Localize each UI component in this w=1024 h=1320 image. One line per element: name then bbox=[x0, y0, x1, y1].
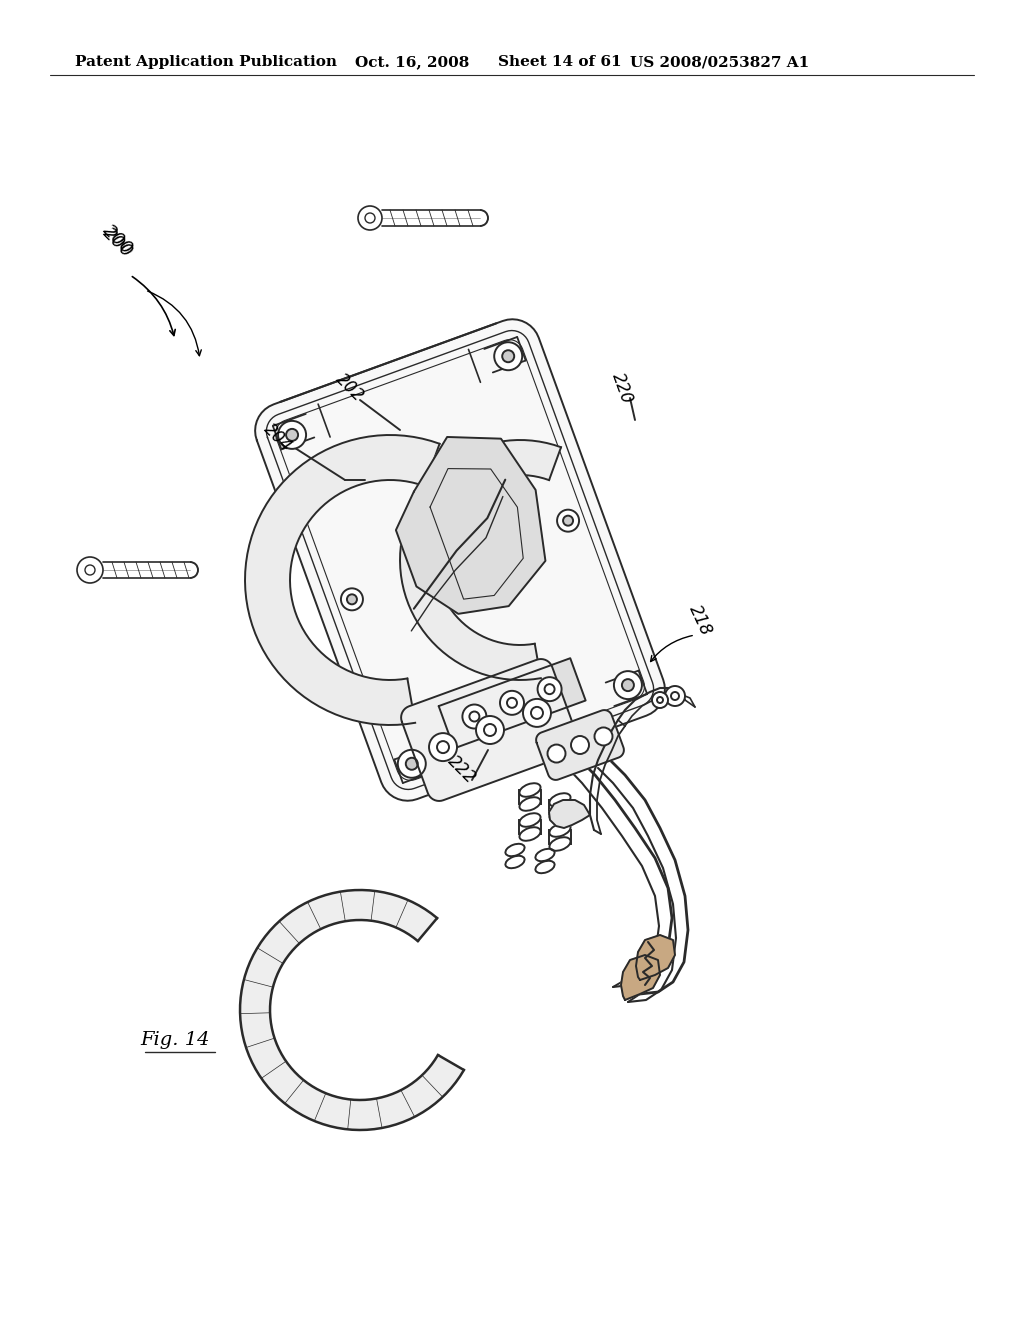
Circle shape bbox=[665, 686, 685, 706]
Polygon shape bbox=[400, 440, 561, 680]
Circle shape bbox=[476, 715, 504, 744]
Circle shape bbox=[557, 510, 579, 532]
Circle shape bbox=[502, 350, 514, 362]
Circle shape bbox=[406, 758, 418, 770]
Text: 222: 222 bbox=[444, 752, 479, 788]
Circle shape bbox=[341, 589, 362, 610]
Text: Oct. 16, 2008: Oct. 16, 2008 bbox=[355, 55, 469, 69]
Text: 200: 200 bbox=[99, 224, 136, 261]
Circle shape bbox=[347, 594, 357, 605]
Text: 202: 202 bbox=[333, 371, 368, 405]
Circle shape bbox=[548, 744, 565, 763]
Polygon shape bbox=[537, 710, 624, 780]
Circle shape bbox=[571, 737, 589, 754]
Text: US 2008/0253827 A1: US 2008/0253827 A1 bbox=[630, 55, 809, 69]
Polygon shape bbox=[240, 890, 464, 1130]
Circle shape bbox=[595, 727, 612, 746]
Polygon shape bbox=[438, 659, 586, 748]
Text: Patent Application Publication: Patent Application Publication bbox=[75, 55, 337, 69]
Polygon shape bbox=[636, 935, 675, 979]
Polygon shape bbox=[245, 436, 439, 725]
Circle shape bbox=[500, 690, 524, 715]
Text: 200: 200 bbox=[99, 222, 136, 259]
Circle shape bbox=[652, 692, 668, 708]
Circle shape bbox=[523, 698, 551, 727]
Circle shape bbox=[495, 342, 522, 370]
Text: 220: 220 bbox=[608, 370, 636, 407]
Polygon shape bbox=[255, 319, 665, 801]
Circle shape bbox=[614, 671, 642, 700]
Text: Sheet 14 of 61: Sheet 14 of 61 bbox=[498, 55, 622, 69]
Polygon shape bbox=[549, 800, 590, 828]
Circle shape bbox=[622, 678, 634, 692]
Circle shape bbox=[463, 705, 486, 729]
Circle shape bbox=[538, 677, 561, 701]
Circle shape bbox=[429, 733, 457, 762]
Circle shape bbox=[563, 516, 573, 525]
Polygon shape bbox=[401, 659, 579, 801]
Circle shape bbox=[397, 750, 426, 777]
Polygon shape bbox=[621, 954, 660, 1001]
Text: 218: 218 bbox=[685, 602, 715, 639]
Circle shape bbox=[286, 429, 298, 441]
Text: Fig. 14: Fig. 14 bbox=[140, 1031, 210, 1049]
Polygon shape bbox=[396, 437, 546, 614]
Text: 204: 204 bbox=[260, 420, 296, 455]
Circle shape bbox=[279, 421, 306, 449]
